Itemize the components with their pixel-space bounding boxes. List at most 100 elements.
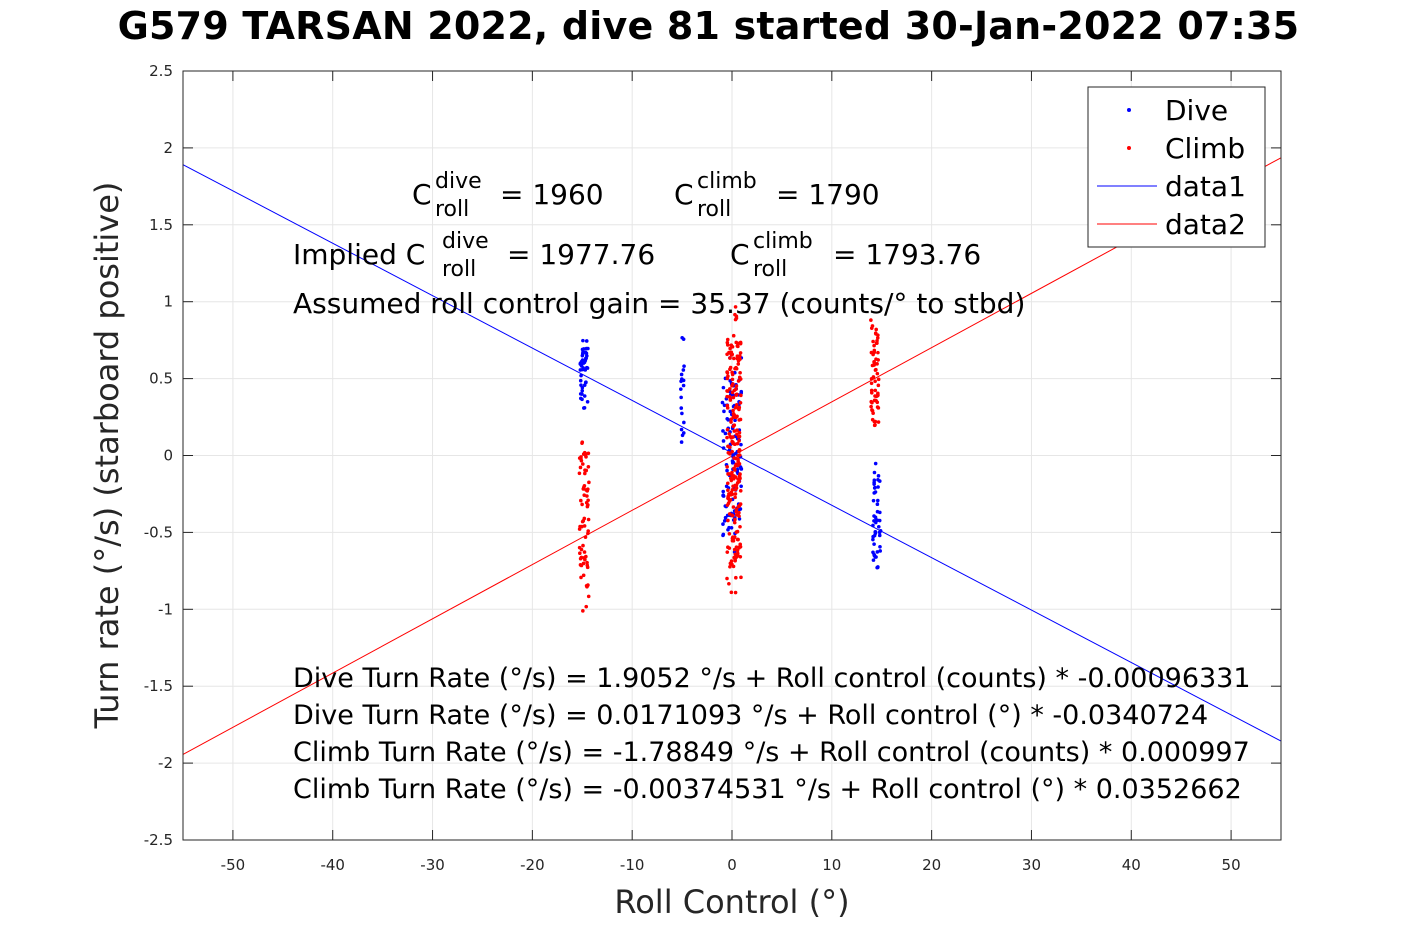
dive-data-point: [579, 373, 583, 378]
y-tick-label: 0.5: [149, 370, 173, 388]
climb-data-point: [733, 305, 738, 309]
climb-data-point: [585, 494, 589, 498]
dive-data-point: [728, 409, 733, 414]
climb-data-point: [725, 465, 729, 469]
x-tick-label: -50: [221, 856, 246, 874]
climb-data-point: [583, 453, 588, 458]
dive-data-point: [873, 490, 878, 494]
dive-data-point: [737, 517, 742, 521]
climb-data-point: [869, 391, 874, 395]
dive-data-point: [872, 542, 876, 546]
climb-data-point: [737, 449, 742, 453]
c-dive-sub: roll: [435, 197, 469, 222]
climb-data-point: [727, 581, 731, 586]
climb-data-point: [577, 456, 582, 460]
climb-data-point: [872, 419, 877, 424]
climb-data-point: [873, 379, 877, 384]
climb-data-point: [729, 350, 734, 355]
legend: Dive Climb data1 data2: [1087, 86, 1266, 248]
climb-data-point: [871, 411, 875, 416]
dive-data-point: [578, 368, 583, 372]
legend-data2: data2: [1165, 208, 1246, 241]
climb-data-point: [738, 357, 742, 361]
climb-data-point: [735, 432, 739, 436]
dive-data-point: [720, 400, 725, 405]
climb-data-point: [585, 489, 590, 493]
dive-data-point: [680, 433, 685, 438]
climb-data-point: [725, 550, 730, 554]
climb-data-point: [725, 481, 730, 486]
dive-data-point: [721, 522, 725, 526]
dive-data-point: [871, 498, 876, 503]
dive-data-point: [680, 411, 684, 416]
climb-data-point: [728, 564, 732, 569]
c-dive-label: C: [412, 178, 432, 211]
c-climb-sup: climb: [697, 169, 757, 194]
climb-data-point: [874, 327, 879, 332]
dive-data-point: [738, 465, 743, 469]
climb-data-point: [876, 391, 880, 396]
dive-data-point: [872, 470, 877, 475]
dive-data-point: [680, 335, 684, 340]
climb-data-point: [735, 548, 740, 553]
climb-data-point: [731, 564, 736, 569]
climb-data-point: [731, 382, 735, 386]
climb-data-point: [739, 393, 743, 398]
climb-data-point: [586, 531, 590, 536]
c-climb-sub: roll: [697, 197, 731, 222]
climb-data-point: [726, 494, 730, 499]
climb-data-point: [585, 563, 590, 568]
climb-data-point: [734, 575, 738, 580]
climb-data-point: [736, 504, 741, 509]
climb-data-point: [872, 343, 876, 348]
climb-data-point: [732, 442, 737, 446]
climb-data-point: [580, 524, 584, 529]
climb-data-point: [581, 462, 585, 466]
climb-data-point: [581, 543, 585, 548]
climb-data-point: [727, 432, 732, 436]
climb-data-point: [728, 445, 732, 449]
climb-data-point: [732, 520, 737, 525]
climb-data-point: [725, 427, 730, 432]
climb-data-point: [738, 351, 743, 355]
climb-data-point: [585, 560, 589, 565]
implied-climb-sup: climb: [753, 229, 813, 254]
climb-data-point: [736, 344, 740, 349]
dive-data-point: [878, 544, 882, 549]
climb-data-point: [872, 360, 877, 365]
legend-box: [1087, 86, 1266, 248]
climb-data-point: [732, 413, 737, 417]
dive-data-point: [872, 480, 876, 485]
climb-data-point: [738, 400, 743, 405]
dive-data-point: [733, 418, 737, 422]
climb-data-point: [581, 487, 586, 491]
dive-data-point: [873, 461, 878, 466]
dive-data-point: [872, 486, 877, 490]
y-tick-label: -2.5: [144, 831, 173, 849]
climb-data-point: [735, 428, 739, 432]
dive-data-point: [722, 519, 727, 523]
climb-data-point: [738, 371, 742, 375]
dive-data-point: [679, 440, 684, 444]
climb-data-point: [578, 465, 583, 470]
legend-data1: data1: [1165, 170, 1246, 203]
climb-data-point: [738, 542, 743, 547]
climb-data-point: [734, 340, 739, 345]
dive-data-point: [581, 361, 586, 365]
dive-data-point: [585, 366, 590, 370]
dive-data-point: [580, 353, 585, 358]
climb-data-point: [725, 406, 730, 410]
implied-climb-label: C: [730, 238, 750, 271]
climb-data-point: [728, 398, 733, 402]
climb-data-point: [738, 476, 742, 481]
dive-data-point: [679, 427, 684, 432]
climb-data-point: [726, 472, 730, 476]
equation-line-1: Dive Turn Rate (°/s) = 1.9052 °/s + Roll…: [293, 663, 1251, 694]
climb-data-point: [732, 547, 737, 552]
climb-data-point: [582, 516, 587, 521]
dive-data-point: [681, 383, 686, 388]
y-tick-label: 2.5: [149, 62, 173, 80]
dive-data-point: [875, 565, 880, 570]
climb-data-point: [583, 557, 587, 562]
x-tick-label: -40: [320, 856, 345, 874]
